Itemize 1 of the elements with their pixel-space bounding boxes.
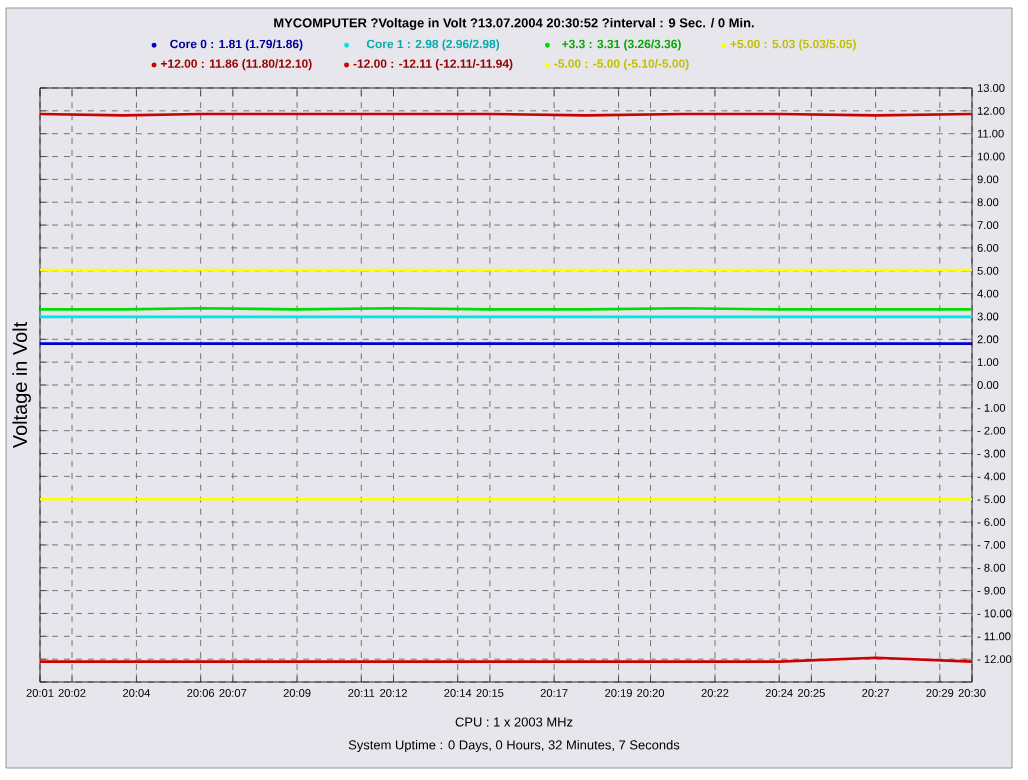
- y-axis-title: Voltage in Volt: [12, 321, 31, 449]
